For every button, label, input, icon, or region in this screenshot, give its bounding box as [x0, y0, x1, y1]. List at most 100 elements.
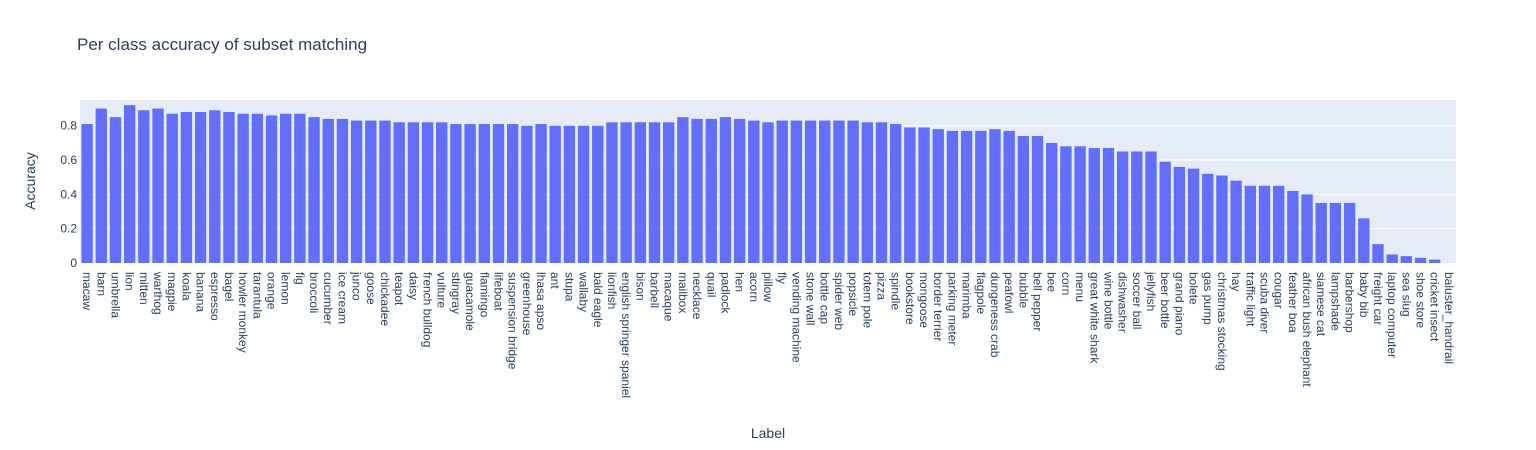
- bar[interactable]: [577, 125, 590, 263]
- bar[interactable]: [719, 117, 732, 263]
- bar[interactable]: [379, 120, 391, 263]
- bar[interactable]: [365, 120, 377, 263]
- bar[interactable]: [194, 112, 207, 263]
- bar[interactable]: [563, 125, 576, 263]
- x-tick-label: gas pump: [1201, 272, 1215, 325]
- bar[interactable]: [521, 125, 533, 263]
- bar[interactable]: [1429, 259, 1441, 263]
- bar[interactable]: [450, 124, 462, 263]
- bar[interactable]: [1414, 257, 1427, 263]
- bar[interactable]: [223, 112, 235, 263]
- bar[interactable]: [336, 118, 349, 263]
- bar[interactable]: [407, 122, 420, 263]
- x-tick-label: christmas stocking: [1215, 272, 1229, 371]
- bar[interactable]: [648, 122, 661, 263]
- bar[interactable]: [606, 122, 618, 263]
- bar[interactable]: [322, 118, 334, 263]
- bar[interactable]: [1386, 254, 1398, 263]
- bar[interactable]: [1116, 151, 1129, 263]
- bar[interactable]: [350, 120, 363, 263]
- bar[interactable]: [1287, 190, 1299, 263]
- bar[interactable]: [421, 122, 434, 263]
- bar[interactable]: [875, 122, 888, 263]
- bar[interactable]: [1187, 168, 1200, 263]
- bar[interactable]: [790, 120, 803, 263]
- bar[interactable]: [833, 120, 845, 263]
- bar[interactable]: [946, 130, 959, 263]
- bar[interactable]: [237, 113, 249, 263]
- bar[interactable]: [1301, 194, 1313, 263]
- bar[interactable]: [1372, 244, 1384, 263]
- bar[interactable]: [1173, 166, 1186, 263]
- bar[interactable]: [1216, 175, 1228, 263]
- bar[interactable]: [975, 130, 987, 263]
- bar[interactable]: [436, 122, 448, 263]
- bar[interactable]: [677, 117, 689, 263]
- bar[interactable]: [592, 125, 604, 263]
- bar[interactable]: [280, 113, 292, 263]
- bar[interactable]: [506, 124, 519, 263]
- bar[interactable]: [1258, 185, 1271, 263]
- bar[interactable]: [109, 117, 122, 263]
- bar[interactable]: [762, 122, 774, 263]
- bar[interactable]: [209, 110, 221, 263]
- bar[interactable]: [138, 110, 150, 263]
- bar[interactable]: [1003, 130, 1015, 263]
- bar[interactable]: [1400, 256, 1413, 263]
- bar[interactable]: [81, 124, 93, 263]
- bar[interactable]: [123, 105, 136, 263]
- bar[interactable]: [1088, 148, 1100, 263]
- bar[interactable]: [960, 130, 973, 263]
- bar[interactable]: [889, 124, 902, 263]
- bar[interactable]: [1060, 146, 1072, 263]
- bar[interactable]: [1017, 136, 1030, 263]
- bar[interactable]: [1074, 146, 1086, 263]
- bar[interactable]: [464, 124, 476, 263]
- bar[interactable]: [819, 120, 831, 263]
- x-tick-label: border terrier: [931, 272, 945, 341]
- bar[interactable]: [1159, 161, 1171, 263]
- bar[interactable]: [620, 122, 632, 263]
- bar[interactable]: [989, 129, 1001, 263]
- bar[interactable]: [634, 122, 647, 263]
- bar[interactable]: [180, 112, 193, 263]
- bar[interactable]: [166, 113, 178, 263]
- bar[interactable]: [733, 118, 746, 263]
- bar[interactable]: [535, 124, 547, 263]
- bar[interactable]: [1145, 151, 1157, 263]
- x-tick-label: mitten: [137, 272, 151, 305]
- bar[interactable]: [251, 113, 263, 263]
- bar[interactable]: [393, 122, 405, 263]
- bar[interactable]: [1343, 202, 1356, 263]
- bar[interactable]: [804, 120, 817, 263]
- bar[interactable]: [705, 118, 717, 263]
- bar[interactable]: [1202, 173, 1214, 263]
- bar[interactable]: [1273, 185, 1285, 263]
- bar[interactable]: [265, 115, 278, 263]
- bar[interactable]: [1031, 136, 1044, 263]
- bar[interactable]: [294, 113, 306, 263]
- bar[interactable]: [1329, 202, 1342, 263]
- bar[interactable]: [152, 108, 164, 263]
- bar[interactable]: [1102, 148, 1115, 263]
- bar[interactable]: [1230, 180, 1242, 263]
- bar[interactable]: [847, 120, 859, 263]
- bar[interactable]: [932, 129, 944, 263]
- bar[interactable]: [1131, 151, 1143, 263]
- bar[interactable]: [663, 122, 675, 263]
- bar[interactable]: [1358, 218, 1370, 263]
- bar[interactable]: [861, 122, 873, 263]
- bar[interactable]: [691, 118, 703, 263]
- bar[interactable]: [1244, 185, 1256, 263]
- bar[interactable]: [308, 117, 320, 263]
- bar[interactable]: [1046, 142, 1058, 263]
- bar[interactable]: [549, 125, 561, 263]
- bar[interactable]: [1315, 202, 1327, 263]
- bar[interactable]: [95, 108, 107, 263]
- bar[interactable]: [478, 124, 490, 263]
- bar[interactable]: [904, 127, 916, 263]
- bar[interactable]: [748, 120, 760, 263]
- bar[interactable]: [776, 120, 788, 263]
- bar[interactable]: [918, 127, 930, 263]
- bar[interactable]: [492, 124, 505, 263]
